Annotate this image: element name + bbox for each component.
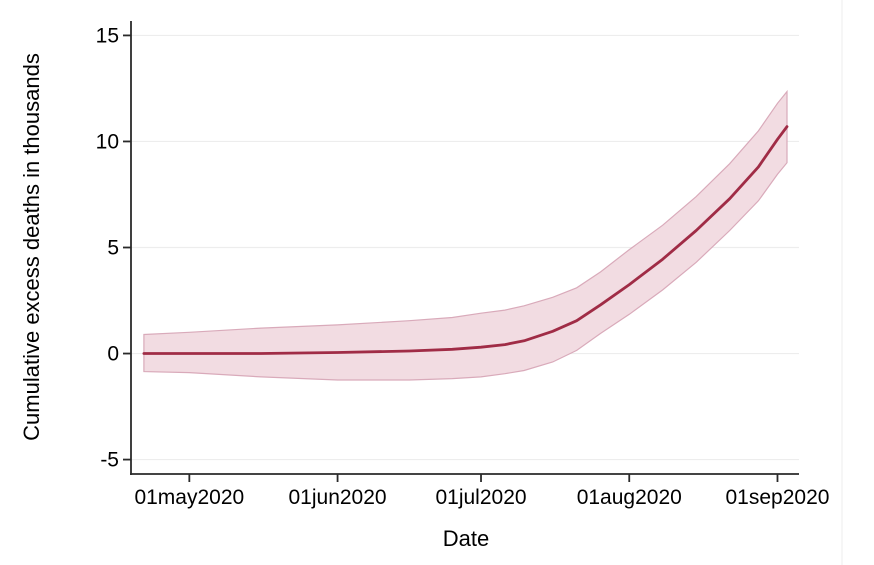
- confidence-band: [143, 89, 788, 381]
- x-tick-label-01aug2020: 01aug2020: [577, 486, 682, 509]
- y-tick-label-5: 5: [107, 237, 119, 260]
- y-tick-labels: 15 10 5 0 -5: [96, 24, 131, 472]
- y-tick-label-15: 15: [96, 24, 119, 47]
- y-tick-label-10: 10: [96, 130, 119, 153]
- y-axis-title: Cumulative excess deaths in thousands: [19, 53, 44, 441]
- x-tick-label-01jul2020: 01jul2020: [435, 486, 526, 509]
- x-tick-label-01may2020: 01may2020: [134, 486, 244, 509]
- y-tick-label-0: 0: [107, 343, 119, 366]
- x-tick-label-01sep2020: 01sep2020: [726, 486, 830, 509]
- x-axis-title: Date: [442, 526, 490, 551]
- y-tick-label--5: -5: [100, 449, 119, 472]
- x-tick-label-01jun2020: 01jun2020: [289, 486, 387, 509]
- x-tick-labels: 01may2020 01jun2020 01jul2020 01aug2020 01se…: [134, 474, 829, 509]
- confidence-band-area: [143, 89, 788, 381]
- mean-line-path: [142, 125, 789, 355]
- mean-line: [142, 125, 789, 355]
